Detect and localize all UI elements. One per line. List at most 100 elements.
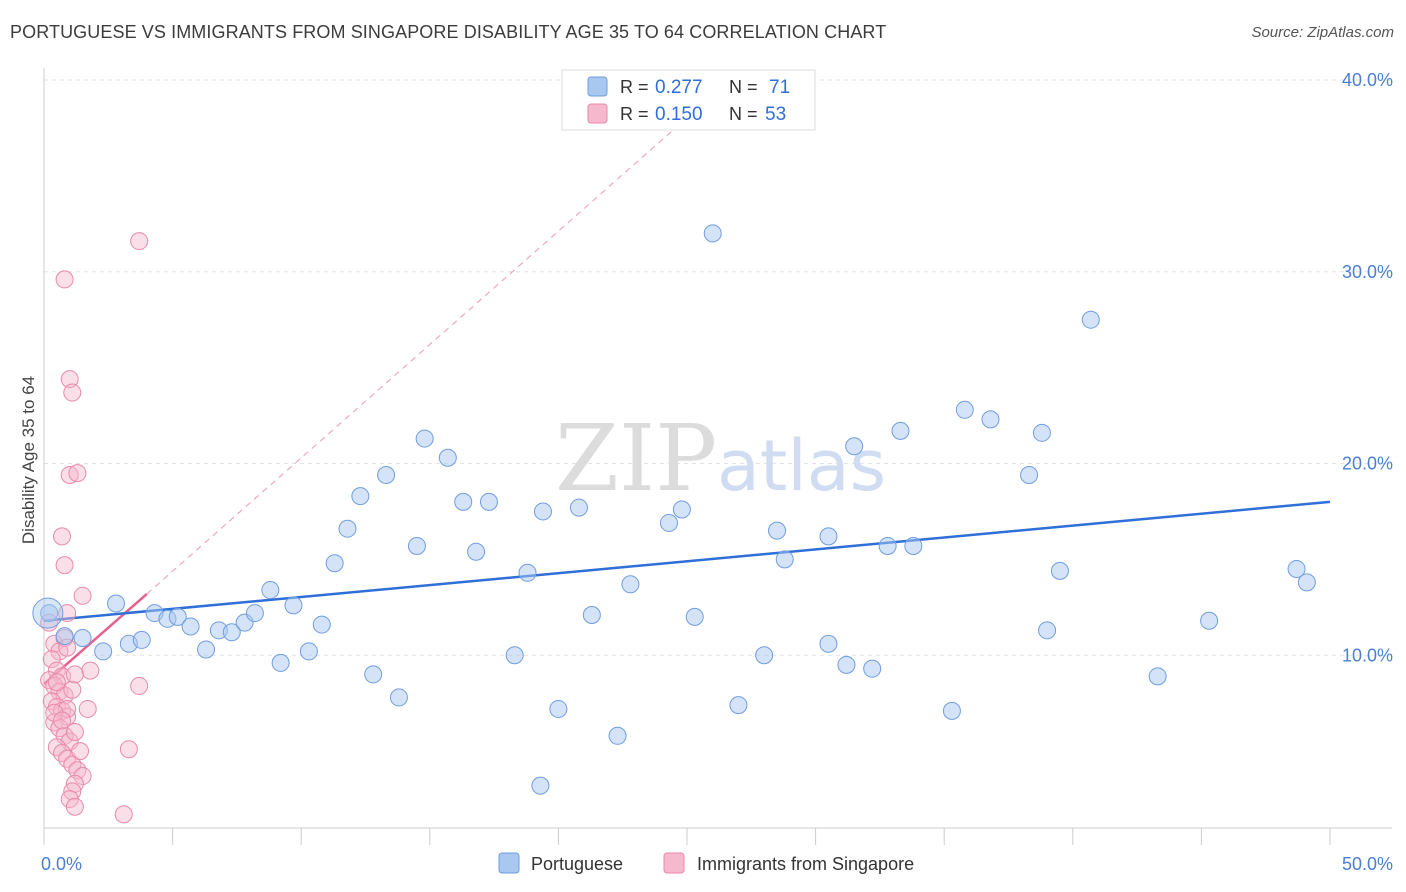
portuguese-point <box>1297 573 1316 592</box>
portuguese-point <box>284 596 303 615</box>
portuguese-point <box>454 492 473 511</box>
portuguese-point <box>819 634 838 653</box>
singapore-point <box>45 713 64 732</box>
portuguese-point <box>73 628 92 647</box>
singapore-point <box>42 650 61 669</box>
singapore-point <box>65 665 84 684</box>
portuguese-point <box>981 410 1000 429</box>
portuguese-point <box>775 550 794 569</box>
portuguese-point <box>222 623 241 642</box>
singapore-point <box>78 699 97 718</box>
y-tick-label: 40.0% <box>1342 70 1393 90</box>
singapore-point <box>65 797 84 816</box>
singapore-point <box>60 370 79 389</box>
portuguese-point <box>181 617 200 636</box>
portuguese-point <box>845 437 864 456</box>
axes <box>43 68 1392 845</box>
legend-n-value: 71 <box>769 77 790 98</box>
watermark-atlas: atlas <box>717 425 886 507</box>
portuguese-trend-line <box>43 500 1331 622</box>
portuguese-point <box>533 502 552 521</box>
portuguese-point <box>518 563 537 582</box>
portuguese-point <box>32 597 64 629</box>
portuguese-point <box>531 776 550 795</box>
portuguese-point <box>955 400 974 419</box>
portuguese-point <box>621 575 640 594</box>
singapore-point <box>60 466 79 485</box>
legend-n-label: N = <box>729 77 758 97</box>
singapore-point <box>63 383 82 402</box>
singapore-point <box>65 722 84 741</box>
portuguese-point <box>407 536 426 555</box>
watermark: ZIP atlas <box>555 405 886 512</box>
singapore-point <box>47 738 66 757</box>
portuguese-point <box>685 607 704 626</box>
portuguese-point <box>582 605 601 624</box>
portuguese-point <box>608 726 627 745</box>
singapore-point <box>47 673 66 692</box>
portuguese-point <box>569 498 588 517</box>
series-legend: Portuguese Immigrants from Singapore <box>498 852 914 874</box>
singapore-point <box>71 742 90 761</box>
portuguese-point <box>245 604 264 623</box>
y-tick-label: 30.0% <box>1342 262 1393 282</box>
legend-swatch-portuguese <box>587 76 608 97</box>
portuguese-point <box>942 701 961 720</box>
portuguese-point <box>819 527 838 546</box>
legend-n-value: 53 <box>765 104 786 125</box>
portuguese-point <box>438 448 457 467</box>
legend-n-label: N = <box>729 104 758 124</box>
portuguese-point <box>479 492 498 511</box>
portuguese-point <box>904 536 923 555</box>
singapore-point <box>63 755 82 774</box>
legend-swatch-singapore <box>587 103 608 124</box>
y-axis-label: Disability Age 35 to 64 <box>19 376 38 544</box>
series-legend-portuguese: Portuguese <box>531 854 623 874</box>
singapore-point <box>114 805 133 824</box>
grid-lines <box>44 79 1392 656</box>
singapore-point <box>58 604 77 623</box>
data-points <box>32 99 1316 824</box>
stats-legend: R = 0.277 N = 71 R = 0.150 N = 53 <box>561 69 816 131</box>
portuguese-point <box>467 542 486 561</box>
portuguese-point <box>672 500 691 519</box>
singapore-point <box>73 767 92 786</box>
portuguese-point <box>659 513 678 532</box>
chart-title: PORTUGUESE VS IMMIGRANTS FROM SINGAPORE … <box>10 22 887 42</box>
y-tick-labels: 10.0% 20.0% 30.0% 40.0% <box>1342 70 1393 665</box>
singapore-point <box>55 556 74 575</box>
portuguese-point <box>1148 667 1167 686</box>
x-tick-label: 50.0% <box>1342 854 1393 874</box>
series-legend-singapore: Immigrants from Singapore <box>697 854 914 874</box>
portuguese-point <box>505 646 524 665</box>
singapore-point <box>40 671 59 690</box>
legend-r-label: R = <box>620 77 649 97</box>
singapore-point <box>130 676 149 695</box>
portuguese-point <box>299 642 318 661</box>
singapore-point <box>53 744 72 763</box>
portuguese-point <box>364 665 383 684</box>
portuguese-point <box>132 630 151 649</box>
portuguese-point <box>729 696 748 715</box>
y-tick-label: 10.0% <box>1342 645 1393 665</box>
legend-r-label: R = <box>620 104 649 124</box>
series-legend-swatch-singapore <box>663 852 685 874</box>
singapore-trend-extension <box>146 83 726 595</box>
portuguese-point <box>168 607 187 626</box>
x-tick-labels: 0.0% 50.0% <box>41 854 1393 874</box>
singapore-point <box>53 711 72 730</box>
portuguese-point <box>107 594 126 613</box>
portuguese-point <box>549 699 568 718</box>
portuguese-point <box>1050 561 1069 580</box>
portuguese-point <box>1081 310 1100 329</box>
portuguese-point <box>338 519 357 538</box>
singapore-point <box>119 740 138 759</box>
singapore-point <box>63 680 82 699</box>
portuguese-point <box>1020 466 1039 485</box>
portuguese-point <box>415 429 434 448</box>
portuguese-point <box>1032 423 1051 442</box>
portuguese-point <box>878 536 897 555</box>
portuguese-point <box>755 646 774 665</box>
portuguese-point <box>94 642 113 661</box>
